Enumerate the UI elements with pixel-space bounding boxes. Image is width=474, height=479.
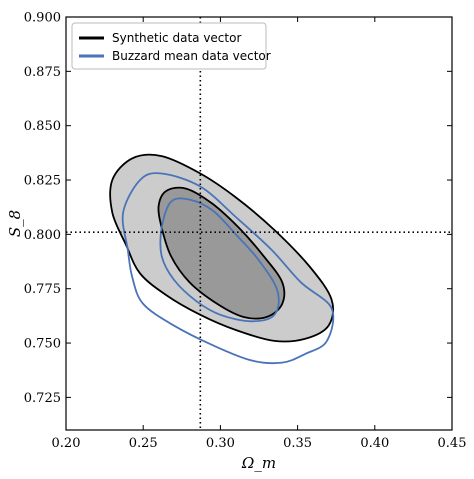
legend-box bbox=[71, 22, 267, 70]
legend: Synthetic data vector Buzzard mean data … bbox=[71, 22, 271, 70]
y-axis-label: S_8 bbox=[6, 210, 24, 237]
x-axis-label: Ω_m bbox=[241, 454, 276, 472]
y-tick-label: 0.850 bbox=[24, 119, 61, 134]
x-tick-label: 0.20 bbox=[52, 436, 81, 451]
legend-label-synthetic: Synthetic data vector bbox=[112, 31, 241, 45]
axis-ticks: 0.20 0.25 0.30 0.35 0.40 0.45 0.725 0.750 0.775 0… bbox=[24, 11, 467, 452]
x-tick-label: 0.45 bbox=[438, 436, 467, 451]
y-tick-label: 0.725 bbox=[24, 391, 61, 406]
contour-layer bbox=[109, 153, 335, 365]
reference-lines bbox=[66, 17, 452, 430]
legend-label-buzzard: Buzzard mean data vector bbox=[112, 49, 271, 63]
x-tick-label: 0.25 bbox=[129, 436, 158, 451]
buzzard-contour-68 bbox=[159, 197, 280, 323]
y-tick-label: 0.825 bbox=[24, 174, 61, 189]
x-tick-label: 0.40 bbox=[360, 436, 389, 451]
y-tick-label: 0.750 bbox=[24, 337, 61, 352]
buzzard-contour-95 bbox=[121, 172, 335, 365]
y-tick-label: 0.800 bbox=[24, 228, 61, 243]
plot-frame bbox=[65, 16, 453, 431]
synthetic-contour-68 bbox=[157, 186, 286, 320]
x-tick-label: 0.30 bbox=[206, 436, 235, 451]
x-tick-label: 0.35 bbox=[283, 436, 312, 451]
y-tick-label: 0.900 bbox=[24, 11, 61, 26]
y-tick-label: 0.775 bbox=[24, 282, 61, 297]
y-tick-label: 0.875 bbox=[24, 65, 61, 80]
